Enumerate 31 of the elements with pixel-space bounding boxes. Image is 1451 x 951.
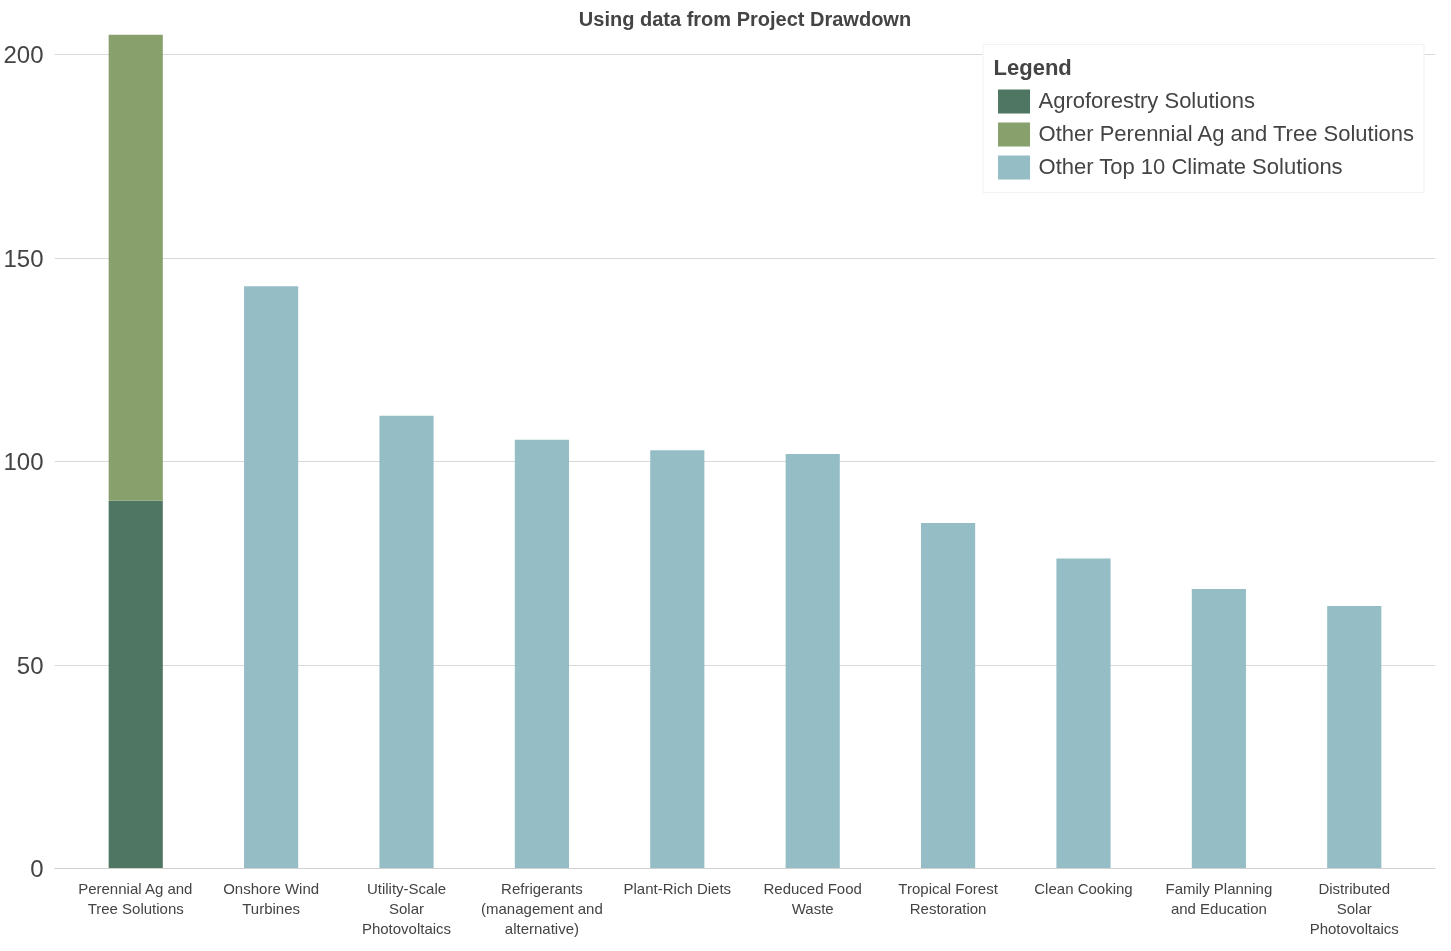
legend-label: Other Perennial Ag and Tree Solutions [1038, 121, 1414, 147]
x-tick-label: Onshore Wind Turbines [223, 879, 320, 917]
x-tick-label: Perennial Ag and Tree Solutions [78, 879, 193, 917]
legend-label: Agroforestry Solutions [1038, 88, 1255, 114]
y-tick-label: 100 [3, 448, 44, 476]
bar [650, 450, 705, 869]
legend-label: Other Top 10 Climate Solutions [1038, 154, 1343, 180]
x-tick-label: Distributed Solar Photovoltaics [1309, 879, 1399, 938]
x-tick-label: Reduced Food Waste [763, 879, 862, 917]
bar [379, 415, 434, 869]
bar [108, 34, 163, 501]
y-tick-label: 200 [3, 41, 44, 69]
bar [1056, 558, 1111, 869]
legend-title: Legend [993, 55, 1073, 81]
bar [1327, 606, 1382, 869]
y-tick-label: 50 [16, 651, 44, 679]
bar [921, 523, 976, 869]
x-tick-label: Family Planning and Education [1165, 879, 1273, 917]
bar [514, 439, 569, 869]
y-tick-label: 150 [3, 244, 44, 272]
x-tick-label: Refrigerants (management and alternative) [481, 879, 603, 938]
x-tick-label: Tropical Forest Restoration [898, 879, 999, 917]
bar [785, 453, 840, 869]
y-tick-label: 0 [30, 855, 44, 882]
bar [108, 500, 163, 869]
bar [1191, 589, 1246, 869]
x-tick-label: Utility-Scale Solar Photovoltaics [361, 879, 452, 938]
bar [244, 286, 299, 869]
x-tick-label: Plant-Rich Diets [623, 879, 732, 897]
chart-title: Using data from Project Drawdown [578, 7, 912, 30]
x-tick-label: Clean Cooking [1034, 879, 1133, 897]
